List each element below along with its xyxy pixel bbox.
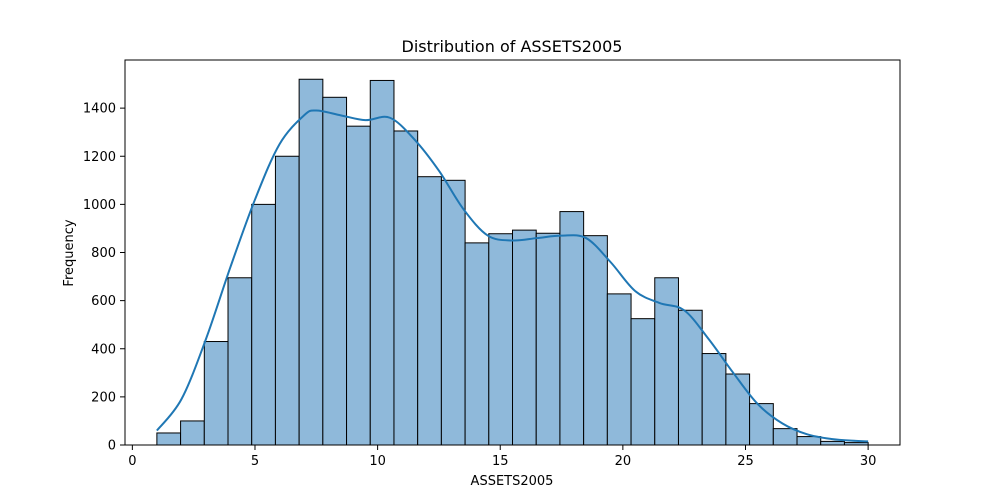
y-tick-label: 1200	[83, 150, 116, 165]
histogram-bar	[394, 131, 418, 445]
x-axis: 0 5 10 15 20 25 30	[128, 445, 876, 469]
histogram-bar	[275, 156, 299, 445]
histogram-bar	[157, 433, 181, 445]
y-tick-label: 1400	[83, 102, 116, 117]
x-tick-label: 25	[737, 454, 754, 469]
x-tick-label: 15	[492, 454, 509, 469]
histogram-bar	[750, 404, 774, 445]
chart-title: Distribution of ASSETS2005	[402, 37, 623, 56]
histogram-bar	[631, 319, 655, 445]
histogram-bar	[299, 79, 323, 445]
histogram-bar	[773, 429, 797, 445]
x-tick-label: 10	[369, 454, 386, 469]
y-tick-label: 0	[108, 439, 116, 454]
x-tick-label: 20	[615, 454, 632, 469]
histogram-bar	[370, 80, 394, 445]
y-tick-label: 1000	[83, 198, 116, 213]
histogram-bar	[204, 342, 228, 445]
histogram-bar	[347, 126, 371, 445]
histogram-bar	[489, 234, 513, 445]
histogram-bar	[465, 243, 489, 445]
x-tick-label: 5	[251, 454, 259, 469]
histogram-bar	[513, 230, 537, 445]
histogram-bar	[441, 180, 465, 445]
histogram-bar	[418, 177, 442, 445]
histogram-bar	[584, 236, 608, 445]
x-axis-title: ASSETS2005	[471, 474, 554, 489]
histogram-bar	[821, 441, 845, 445]
histogram-bar	[797, 437, 821, 445]
y-tick-label: 200	[91, 390, 116, 405]
x-tick-label: 0	[128, 454, 136, 469]
y-axis: 0 200 400 600 800 1000 1200 1400	[83, 102, 125, 454]
histogram-bar	[607, 294, 631, 445]
histogram-bar	[678, 310, 702, 445]
y-tick-label: 800	[91, 246, 116, 261]
histogram-bar	[702, 354, 726, 445]
histogram-bar	[228, 278, 252, 445]
y-axis-title: Frequency	[62, 219, 77, 286]
bars-layer	[157, 79, 868, 445]
histogram-bar	[252, 204, 276, 445]
y-tick-label: 400	[91, 342, 116, 357]
histogram-bar	[560, 212, 584, 445]
histogram-bar	[323, 97, 347, 445]
histogram-bar	[181, 421, 205, 445]
histogram-bar	[536, 233, 560, 445]
y-tick-label: 600	[91, 294, 116, 309]
x-tick-label: 30	[860, 454, 877, 469]
histogram-bar	[726, 374, 750, 445]
